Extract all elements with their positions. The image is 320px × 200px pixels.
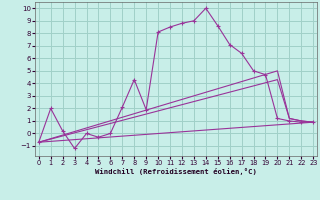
X-axis label: Windchill (Refroidissement éolien,°C): Windchill (Refroidissement éolien,°C): [95, 168, 257, 175]
